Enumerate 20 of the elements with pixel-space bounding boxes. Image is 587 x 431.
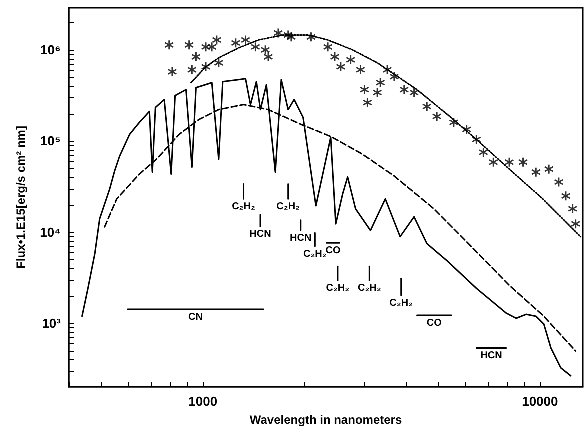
series-label: HCN (250, 229, 272, 240)
x-tick-label: 1000 (188, 394, 218, 409)
series-label: C₂H₂ (358, 283, 382, 294)
y-axis-title: Flux•1.E15[erg/s cm² nm] (14, 126, 28, 269)
series-label: C₂H₂ (390, 298, 414, 310)
series-label: CO (426, 318, 442, 329)
y-tick-label: 10⁵ (40, 134, 61, 149)
y-tick-label: 10⁴ (40, 224, 61, 240)
y-tick-label: 10³ (42, 316, 62, 331)
x-axis-title: Wavelength in nanometers (250, 413, 402, 427)
series-label: CN (188, 312, 203, 323)
series-label: C₂H₂ (326, 283, 350, 294)
series-label: HCN (480, 350, 502, 362)
y-tick-label: 10⁶ (40, 42, 62, 58)
series-label: C₂H₂ (303, 248, 327, 260)
series-label: HCN (290, 232, 312, 244)
series-label: C₂H₂ (232, 202, 256, 213)
series-label: C₂H₂ (276, 202, 300, 213)
series-label: CO (326, 246, 341, 257)
x-tick-label: 10000 (522, 394, 558, 409)
